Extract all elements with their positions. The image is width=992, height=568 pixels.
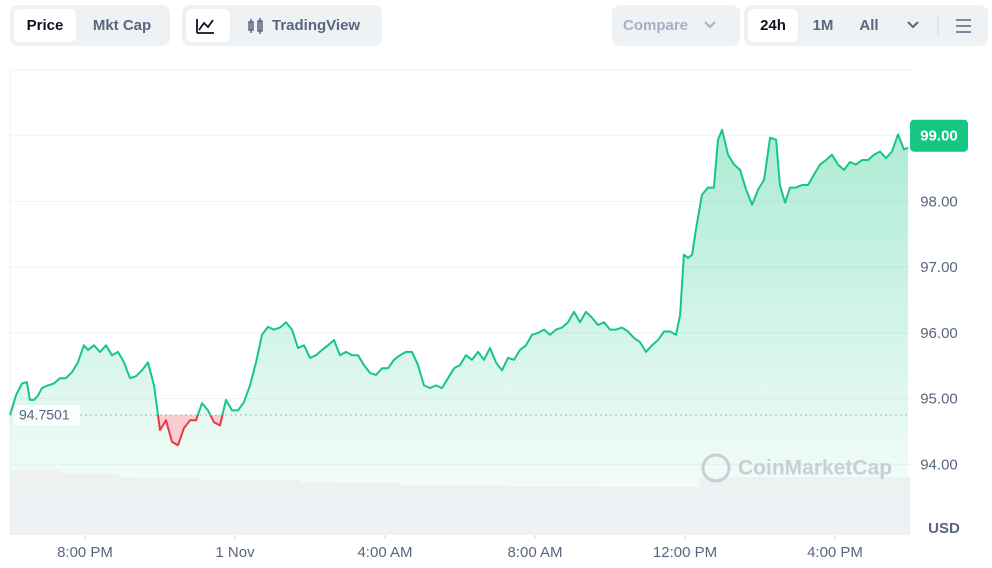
range-1m[interactable]: 1M bbox=[813, 17, 834, 34]
volume-area bbox=[10, 470, 910, 535]
y-unit: USD bbox=[928, 520, 960, 537]
watermark: CoinMarketCap bbox=[738, 457, 892, 480]
mktcap-tab[interactable]: Mkt Cap bbox=[93, 17, 151, 34]
baseline-label: 94.7501 bbox=[19, 407, 70, 423]
compare-label: Compare bbox=[623, 17, 688, 34]
x-tick-label: 8:00 PM bbox=[57, 544, 113, 561]
range-24h[interactable]: 24h bbox=[760, 17, 786, 34]
range-group bbox=[744, 5, 988, 46]
baseline-label-bg bbox=[14, 404, 80, 425]
x-tick-label: 4:00 AM bbox=[357, 544, 412, 561]
tradingview-tab[interactable]: TradingView bbox=[272, 17, 360, 34]
y-tick-label: 96.00 bbox=[920, 325, 958, 342]
view-group bbox=[182, 5, 382, 46]
x-tick-label: 4:00 PM bbox=[807, 544, 863, 561]
chevron bbox=[704, 21, 716, 29]
area-fill bbox=[10, 129, 909, 531]
range-active[interactable] bbox=[748, 9, 798, 42]
y-tick-label: 95.00 bbox=[920, 391, 958, 408]
compare-btn[interactable] bbox=[612, 5, 740, 46]
y-tick-label: 97.00 bbox=[920, 259, 958, 276]
range-chevron[interactable] bbox=[907, 21, 919, 29]
x-tick-label: 8:00 AM bbox=[507, 544, 562, 561]
y-tick-label: 99.00 bbox=[920, 128, 958, 145]
price-badge bbox=[910, 119, 968, 152]
x-tick-label: 1 Nov bbox=[215, 544, 255, 561]
range-all[interactable]: All bbox=[859, 17, 878, 34]
price-line bbox=[9, 128, 909, 447]
y-tick-label: 94.00 bbox=[920, 456, 958, 473]
x-tick-label: 12:00 PM bbox=[653, 544, 717, 561]
candle-icon bbox=[248, 18, 263, 34]
down-area-fill bbox=[10, 414, 223, 446]
price-tab[interactable]: Price bbox=[27, 17, 64, 34]
watermark-logo bbox=[701, 453, 731, 483]
labels: 8:00 PM 1 Nov 4:00 AM 8:00 AM 12:00 PM 4:00 P… bbox=[14, 119, 968, 561]
marks bbox=[9, 128, 910, 531]
line-icon bbox=[196, 19, 214, 34]
settings-icon[interactable] bbox=[956, 19, 971, 33]
y-tick-label: 98.00 bbox=[920, 193, 958, 210]
tab-active[interactable] bbox=[14, 9, 76, 42]
